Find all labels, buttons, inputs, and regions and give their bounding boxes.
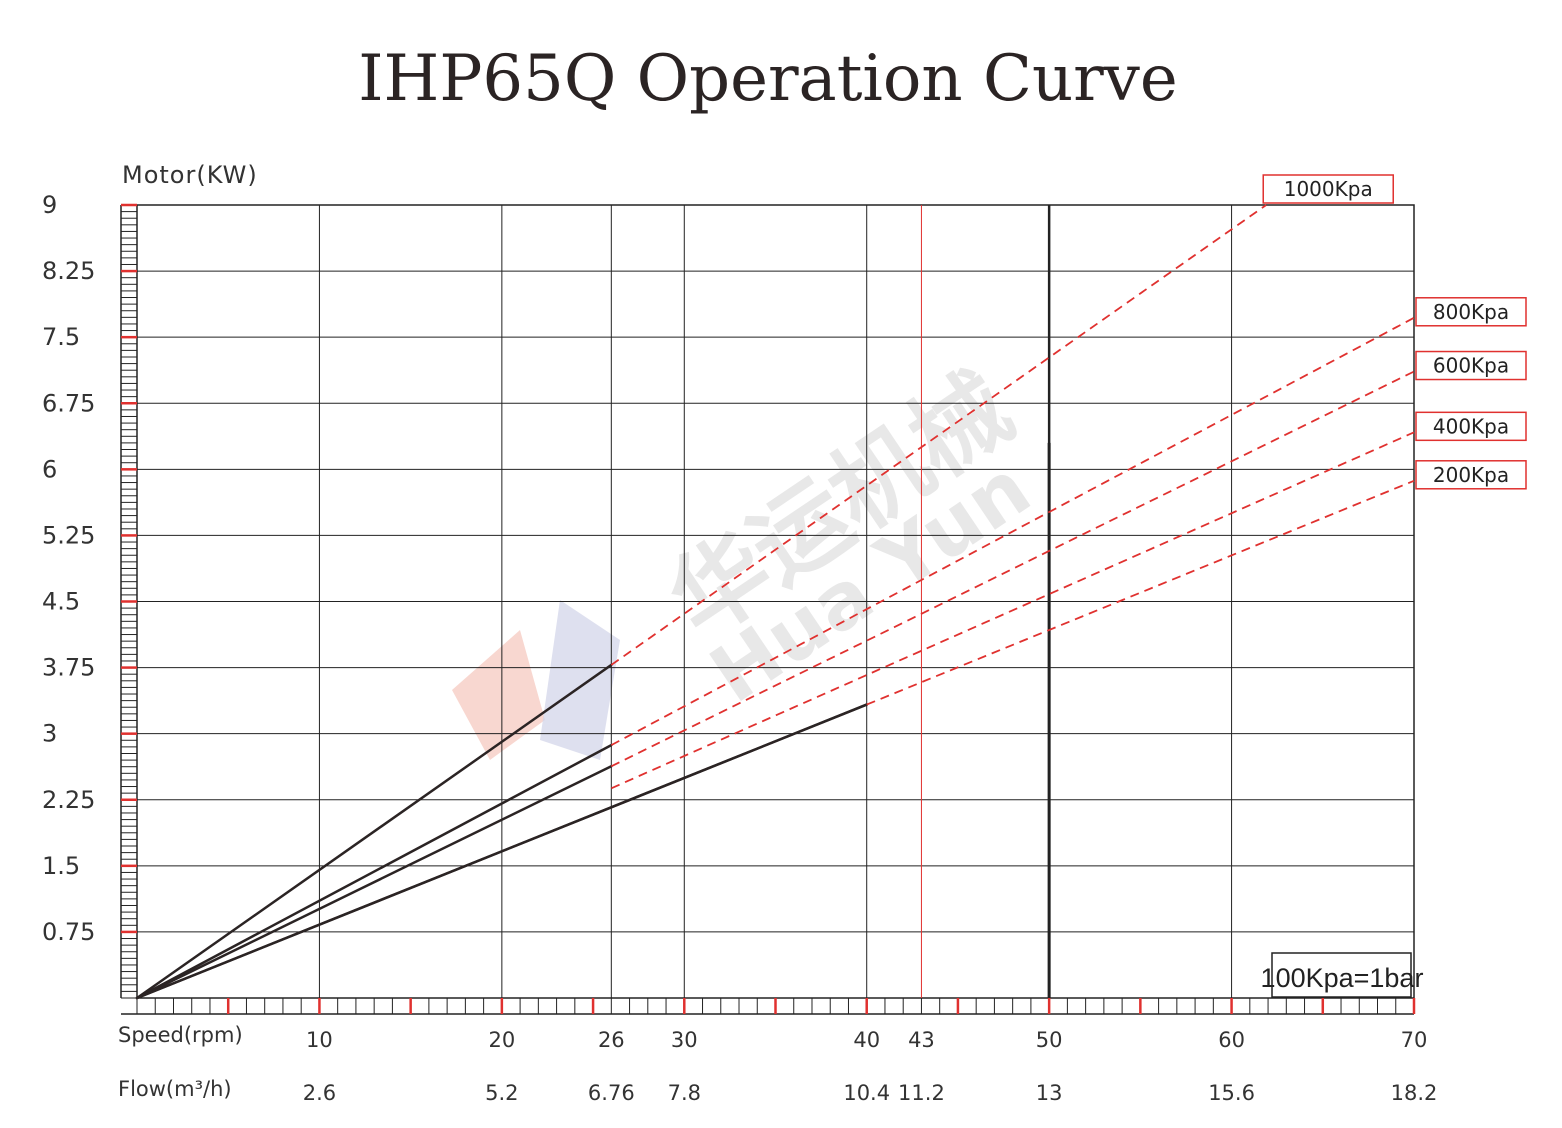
x-axis-speed-label: Speed(rpm) bbox=[118, 1023, 243, 1047]
y-tick-labels: 9 8.25 7.5 6.75 6 5.25 4.5 3.75 3 2.25 1.5 0.75 bbox=[42, 191, 95, 946]
y-tick-label: 6.75 bbox=[42, 389, 95, 417]
y-axis-label: Motor(KW) bbox=[122, 161, 258, 189]
x-tick-flow: 18.2 bbox=[1391, 1081, 1438, 1105]
y-tick-label: 3.75 bbox=[42, 654, 95, 682]
grid bbox=[136, 204, 1415, 999]
y-tick-label: 2.25 bbox=[42, 786, 95, 814]
x-axis-flow-label: Flow(m³/h) bbox=[118, 1077, 232, 1101]
y-tick-label: 6 bbox=[42, 455, 57, 483]
y-tick-label: 8.25 bbox=[42, 257, 95, 285]
curve-solid-800kpa bbox=[135, 743, 613, 1000]
curve-dashed-400kpa bbox=[610, 431, 1415, 790]
legend-label: 400Kpa bbox=[1433, 414, 1509, 438]
x-tick-speed: 60 bbox=[1218, 1028, 1245, 1052]
x-tick-speed: 26 bbox=[598, 1028, 625, 1052]
y-tick-label: 0.75 bbox=[42, 918, 95, 946]
watermark-logo-mark bbox=[540, 600, 620, 760]
y-tick-label: 7.5 bbox=[42, 323, 80, 351]
curve-dashed-1000kpa bbox=[610, 204, 1267, 666]
x-tick-speed: 10 bbox=[306, 1028, 333, 1052]
x-tick-speed: 20 bbox=[488, 1028, 515, 1052]
legend-label: 600Kpa bbox=[1433, 354, 1509, 378]
x-tick-flow: 2.6 bbox=[303, 1081, 336, 1105]
legend-label: 200Kpa bbox=[1433, 463, 1509, 487]
x-tick-flow: 5.2 bbox=[485, 1081, 518, 1105]
legend-box bbox=[1415, 411, 1527, 442]
y-tick-label: 5.25 bbox=[42, 521, 95, 549]
legend-box bbox=[1415, 297, 1527, 327]
unit-note: 100Kpa=1bar bbox=[1261, 963, 1424, 993]
y-tick-label: 1.5 bbox=[42, 852, 80, 880]
legend-box bbox=[1415, 350, 1527, 381]
x-tick-speed: 40 bbox=[853, 1028, 880, 1052]
x-tick-speed: 50 bbox=[1036, 1028, 1063, 1052]
legend-label: 800Kpa bbox=[1433, 300, 1509, 324]
x-tick-flow: 6.76 bbox=[588, 1081, 635, 1105]
curves bbox=[135, 204, 1415, 1000]
x-tick-flow: 7.8 bbox=[668, 1081, 701, 1105]
x-tick-flow: 11.2 bbox=[898, 1081, 945, 1105]
x-tick-labels: 10 2.6 20 5.2 26 6.76 30 7.8 40 10.4 43 11.2 50 13 60 1… bbox=[303, 1028, 1438, 1105]
y-tick-label: 9 bbox=[42, 191, 57, 219]
x-tick-flow: 15.6 bbox=[1208, 1081, 1255, 1105]
x-tick-flow: 13 bbox=[1036, 1081, 1063, 1105]
axis-ruler bbox=[120, 203, 1416, 1015]
x-tick-flow: 10.4 bbox=[843, 1081, 890, 1105]
unit-note-box: 100Kpa=1bar bbox=[1261, 952, 1424, 998]
legend-box bbox=[1262, 174, 1394, 204]
reference-lines bbox=[920, 205, 1051, 998]
legend-label: 1000Kpa bbox=[1284, 177, 1373, 201]
x-tick-speed: 43 bbox=[908, 1028, 935, 1052]
curve-dashed-800kpa bbox=[610, 316, 1415, 746]
y-tick-label: 3 bbox=[42, 720, 57, 748]
legend-box bbox=[1415, 460, 1527, 490]
chart-title: IHP65Q Operation Curve bbox=[358, 42, 1178, 116]
curve-solid-1000kpa bbox=[135, 663, 613, 1000]
x-tick-speed: 30 bbox=[671, 1028, 698, 1052]
y-tick-label: 4.5 bbox=[42, 588, 80, 616]
legend: 1000Kpa 800Kpa 600Kpa 400Kpa 200Kpa bbox=[1262, 174, 1527, 490]
watermark-logo-mark bbox=[452, 630, 545, 760]
x-tick-speed: 70 bbox=[1401, 1028, 1428, 1052]
curve-solid-200kpa bbox=[135, 703, 868, 1000]
curve-solid-600kpa bbox=[135, 765, 613, 1000]
curve-dashed-200kpa bbox=[866, 479, 1415, 706]
